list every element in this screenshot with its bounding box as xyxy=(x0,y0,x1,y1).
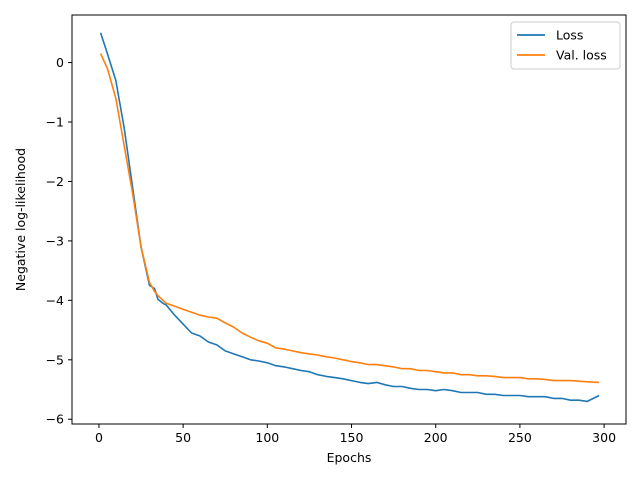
y-tick-label: −5 xyxy=(46,352,64,367)
x-tick-label: 50 xyxy=(175,430,191,445)
y-tick-label: −6 xyxy=(46,412,64,427)
y-axis-label: Negative log-likelihood xyxy=(13,148,28,291)
x-axis-label: Epochs xyxy=(327,450,372,465)
x-tick-label: 150 xyxy=(340,430,364,445)
legend-box xyxy=(510,21,621,70)
axes-frame xyxy=(71,14,627,425)
x-tick-label: 200 xyxy=(424,430,448,445)
series-line-loss xyxy=(99,32,600,403)
legend: Loss Val. loss xyxy=(510,21,621,70)
series-line-val-loss xyxy=(99,53,600,384)
y-tick-label: −4 xyxy=(46,293,64,308)
legend-label-loss: Loss xyxy=(556,28,583,43)
legend-label-val-loss: Val. loss xyxy=(556,48,607,63)
x-tick-label: 100 xyxy=(255,430,279,445)
series-layer xyxy=(99,32,600,403)
ticks-layer: 0 50 100 150 200 250 300 0 −1 −2 −3 −4 −5 −6 xyxy=(46,55,617,445)
x-tick-label: 300 xyxy=(592,430,616,445)
y-tick-label: −1 xyxy=(46,115,64,130)
y-tick-label: 0 xyxy=(56,55,64,70)
x-tick-label: 250 xyxy=(508,430,532,445)
y-tick-label: −3 xyxy=(46,233,64,248)
y-tick-label: −2 xyxy=(46,174,64,189)
x-tick-label: 0 xyxy=(95,430,103,445)
